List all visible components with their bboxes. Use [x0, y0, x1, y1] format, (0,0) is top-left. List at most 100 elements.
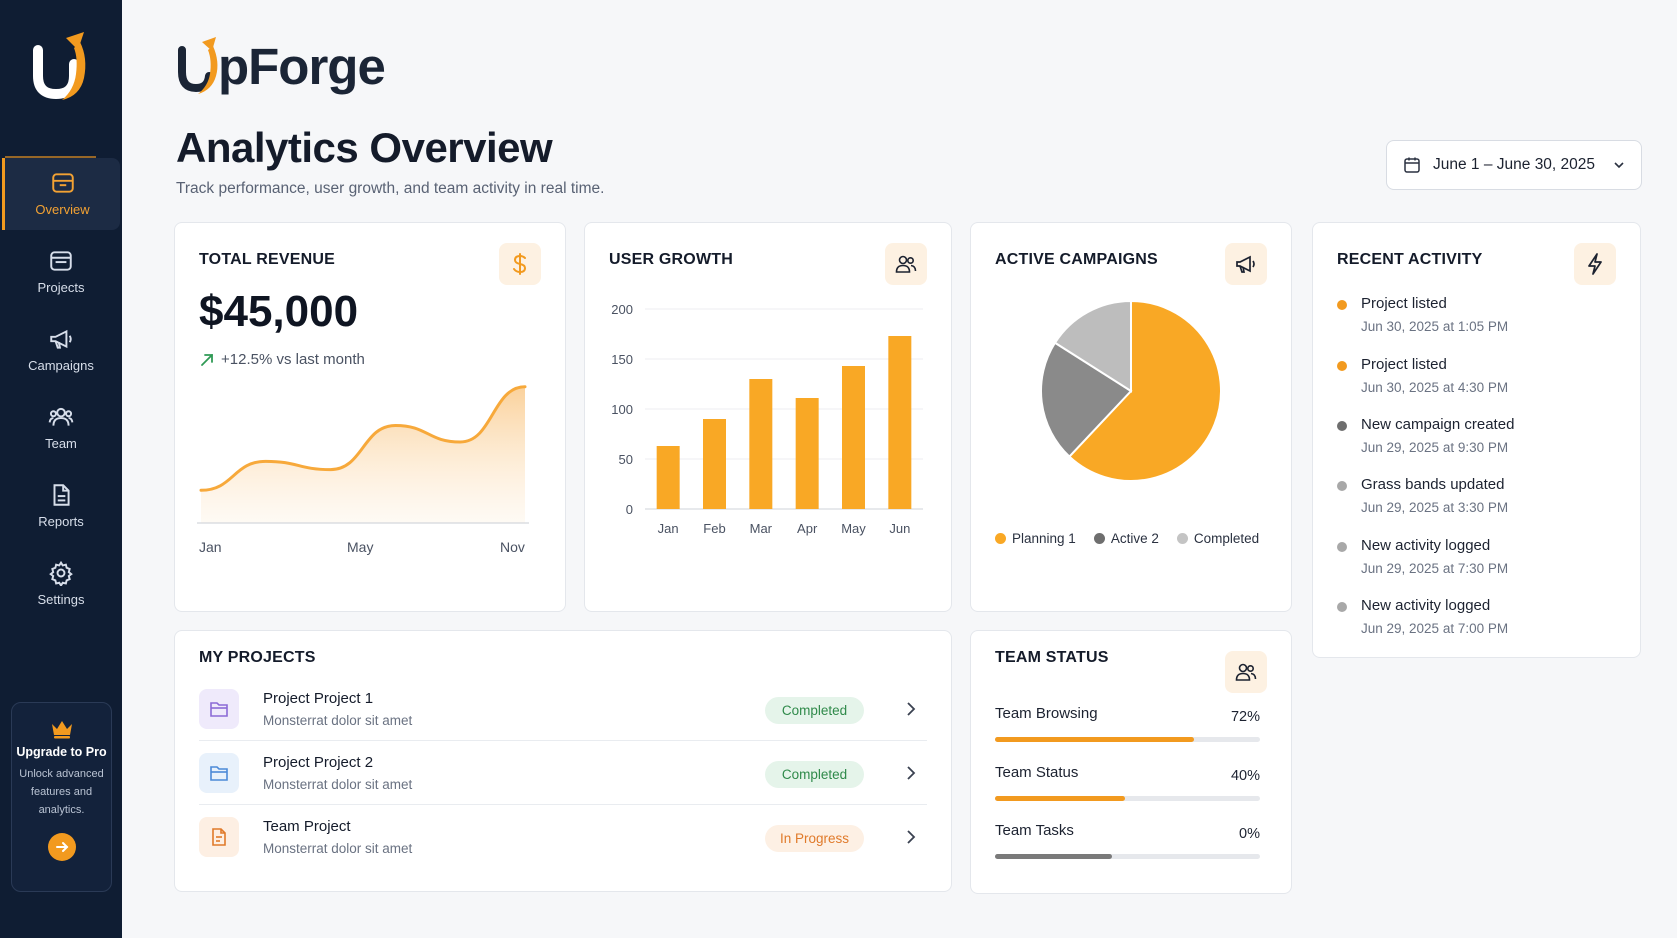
y-tick-label: 100: [611, 402, 633, 417]
sidebar-item-label: Reports: [38, 514, 84, 529]
activity-title-text: New activity logged: [1361, 537, 1491, 554]
activity-title-text: New campaign created: [1361, 416, 1515, 433]
project-description: Monsterrat dolor sit amet: [263, 841, 413, 856]
revenue-delta-text: +12.5% vs last month: [221, 351, 365, 368]
activity-time: Jun 29, 2025 at 7:00 PM: [1361, 621, 1509, 636]
team-status-percent: 40%: [1230, 768, 1260, 784]
bar: [795, 398, 819, 509]
project-name: Project Project 2: [263, 754, 374, 771]
revenue-x-tick: Nov: [500, 539, 525, 555]
upgrade-title: Upgrade to Pro: [16, 745, 107, 759]
chevron-right-icon[interactable]: [905, 765, 917, 781]
activity-dot: [1337, 481, 1347, 491]
sidebar-item-projects[interactable]: Projects: [2, 236, 120, 308]
activity-dot: [1337, 421, 1347, 431]
users-icon: [895, 255, 917, 273]
legend-item-planning: Planning 1: [995, 531, 1076, 546]
pie-slice: [1067, 299, 1222, 482]
revenue-value: $45,000: [199, 287, 359, 336]
app-logo[interactable]: [30, 30, 92, 104]
date-range-picker[interactable]: June 1 – June 30, 2025: [1386, 140, 1642, 190]
sidebar-item-label: Projects: [37, 280, 85, 295]
users-icon: [48, 407, 74, 426]
progress-track: [995, 796, 1260, 801]
campaigns-title: ACTIVE CAMPAIGNS: [995, 251, 1158, 268]
revenue-delta: +12.5% vs last month: [199, 351, 365, 368]
box-icon: [51, 173, 74, 193]
progress-track: [995, 854, 1260, 859]
activity-dot: [1337, 602, 1347, 612]
arrow-right-icon: [55, 842, 68, 852]
team-status-percent: 0%: [1239, 826, 1260, 842]
legend-label: Planning 1: [1012, 531, 1076, 546]
status-badge: In Progress: [765, 825, 864, 852]
activity-icon-badge: [1574, 243, 1616, 285]
project-row[interactable]: Project Project 1 Monsterrat dolor sit a…: [199, 681, 927, 741]
upgrade-description: Unlock advanced features and analytics.: [19, 768, 104, 816]
project-description: Monsterrat dolor sit amet: [263, 713, 413, 728]
brand: pForge: [176, 34, 386, 98]
megaphone-icon: [1236, 255, 1255, 273]
revenue-area-chart: [197, 385, 529, 524]
activity-title-text: Grass bands updated: [1361, 476, 1505, 493]
progress-fill: [995, 796, 1125, 801]
bar: [749, 379, 773, 509]
document-icon: [53, 484, 70, 506]
activity-dot: [1337, 300, 1347, 310]
project-row[interactable]: Team Project Monsterrat dolor sit amet I…: [199, 809, 927, 869]
user-growth-title: USER GROWTH: [609, 251, 733, 268]
y-tick-label: 200: [611, 302, 633, 317]
sidebar-item-label: Settings: [37, 592, 85, 607]
sidebar-item-settings[interactable]: Settings: [2, 548, 120, 620]
bar: [703, 419, 726, 509]
gear-icon: [49, 560, 73, 586]
bar: [888, 336, 912, 509]
revenue-x-tick: May: [347, 539, 374, 555]
chevron-right-icon[interactable]: [905, 701, 917, 717]
chevron-down-icon: [1614, 162, 1624, 169]
team-status-icon-badge: [1225, 651, 1267, 693]
progress-track: [995, 737, 1260, 742]
y-tick-label: 0: [626, 502, 633, 517]
project-icon-badge: [199, 689, 239, 729]
document-edit-icon: [212, 828, 226, 846]
team-status-label: Team Browsing: [995, 705, 1098, 722]
revenue-line: [199, 385, 527, 492]
trend-up-icon: [201, 353, 213, 366]
activity-time: Jun 29, 2025 at 9:30 PM: [1361, 440, 1509, 455]
upgrade-button[interactable]: [47, 833, 76, 861]
lightning-icon: [1588, 253, 1602, 275]
team-status-card: TEAM STATUS Team Browsing 72% Team Statu…: [970, 630, 1292, 894]
activity-time: Jun 29, 2025 at 7:30 PM: [1361, 561, 1509, 576]
campaigns-pie-chart: [1040, 299, 1222, 482]
user-growth-icon-badge: [885, 243, 927, 285]
revenue-icon-badge: [499, 243, 541, 285]
chevron-right-icon[interactable]: [905, 829, 917, 845]
revenue-x-tick: Jan: [199, 539, 222, 555]
calendar-icon: [1404, 157, 1420, 173]
activity-title-text: Project listed: [1361, 295, 1447, 312]
campaigns-card: ACTIVE CAMPAIGNS Planning 1 Active 2 Com…: [970, 222, 1292, 612]
status-badge: Completed: [765, 697, 864, 724]
sidebar-item-reports[interactable]: Reports: [2, 470, 120, 542]
projects-card: MY PROJECTS Project Project 1 Monsterrat…: [174, 630, 952, 892]
x-tick-label: Jun: [889, 521, 910, 536]
project-row[interactable]: Project Project 2 Monsterrat dolor sit a…: [199, 745, 927, 805]
team-status-label: Team Tasks: [995, 822, 1074, 839]
x-tick-label: Apr: [797, 521, 818, 536]
activity-time: Jun 30, 2025 at 1:05 PM: [1361, 319, 1509, 334]
project-description: Monsterrat dolor sit amet: [263, 777, 413, 792]
legend-swatch: [1093, 533, 1105, 544]
project-icon-badge: [199, 817, 239, 857]
campaigns-icon-badge: [1225, 243, 1267, 285]
bar: [842, 366, 865, 509]
sidebar-item-team[interactable]: Team: [2, 392, 120, 464]
brand-name: pForge: [218, 37, 386, 95]
sidebar-item-overview[interactable]: Overview: [2, 156, 120, 230]
sidebar-item-campaigns[interactable]: Campaigns: [2, 314, 120, 386]
team-status-title: TEAM STATUS: [995, 649, 1109, 666]
legend-swatch: [995, 533, 1006, 544]
team-status-label: Team Status: [995, 764, 1079, 781]
activity-card: RECENT ACTIVITY Project listed Jun 30, 20…: [1312, 222, 1641, 658]
activity-dot: [1337, 542, 1347, 552]
